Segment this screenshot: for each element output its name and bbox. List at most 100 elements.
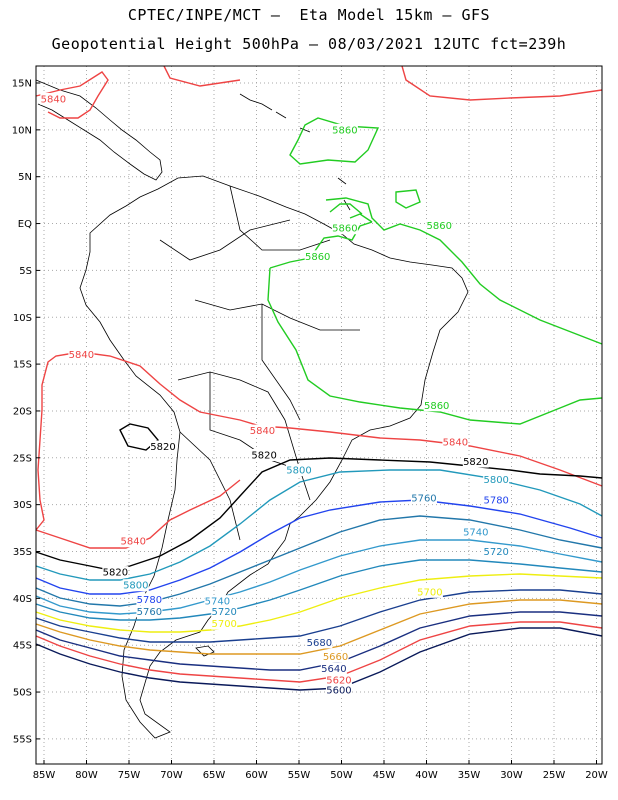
latitude-tick-label: 15S bbox=[13, 360, 32, 371]
contour-label-background bbox=[423, 399, 450, 412]
contour-5600 bbox=[35, 627, 603, 691]
latitude-tick-label: 5S bbox=[19, 266, 32, 277]
contour-label: 5860 bbox=[332, 224, 357, 235]
contour-label-background bbox=[122, 579, 149, 592]
contour-label: 5680 bbox=[307, 638, 332, 649]
contour-label: 5860 bbox=[427, 221, 452, 232]
longitude-tick-label: 70W bbox=[160, 770, 183, 781]
longitude-tick-label: 40W bbox=[415, 770, 438, 781]
caribbean-islands bbox=[239, 93, 351, 211]
contour-label: 5700 bbox=[211, 619, 236, 630]
longitude-tick-label: 55W bbox=[288, 770, 311, 781]
latitude-tick-label: 55S bbox=[13, 734, 32, 745]
contour-label: 5840 bbox=[121, 537, 146, 548]
central-america-coastline bbox=[35, 79, 163, 181]
contour-label-background bbox=[102, 566, 129, 579]
contour-label: 5740 bbox=[205, 597, 230, 608]
longitude-tick-label: 45W bbox=[373, 770, 396, 781]
longitude-tick-label: 30W bbox=[500, 770, 523, 781]
contour-label-background bbox=[136, 605, 163, 618]
longitude-tick-label: 60W bbox=[245, 770, 268, 781]
longitude-tick-label: 20W bbox=[585, 770, 608, 781]
latitude-tick-label: 10S bbox=[13, 313, 32, 324]
contour-label: 5800 bbox=[286, 465, 311, 476]
contour-label: 5860 bbox=[424, 401, 449, 412]
contour-label-background bbox=[120, 535, 147, 548]
contour-label-background bbox=[462, 455, 489, 468]
latitude-tick-label: 25S bbox=[13, 453, 32, 464]
contour-label-background bbox=[320, 662, 347, 675]
contour-label: 5620 bbox=[326, 675, 351, 686]
map-subtitle: Geopotential Height 500hPa — 08/03/2021 … bbox=[51, 35, 567, 53]
map-background bbox=[36, 66, 602, 764]
contour-5660 bbox=[35, 599, 603, 655]
contour-label: 5860 bbox=[332, 125, 357, 136]
contour-label: 5800 bbox=[123, 581, 148, 592]
contour-label-background bbox=[249, 424, 276, 437]
contour-label: 5780 bbox=[137, 595, 162, 606]
contour-label-background bbox=[426, 219, 453, 232]
contour-5840-north bbox=[35, 65, 603, 119]
contour-label: 5760 bbox=[411, 494, 436, 505]
contour-label: 5840 bbox=[443, 437, 468, 448]
contour-label-background bbox=[331, 222, 358, 235]
contour-5740 bbox=[35, 539, 603, 615]
contour-label-background bbox=[211, 605, 238, 618]
contour-label: 5760 bbox=[137, 607, 162, 618]
contour-label-background bbox=[286, 463, 312, 476]
contour-label: 5720 bbox=[483, 547, 508, 558]
contour-label: 5840 bbox=[41, 94, 66, 105]
longitude-tick-label: 75W bbox=[118, 770, 141, 781]
contour-5860-brazil bbox=[267, 197, 603, 425]
contour-label: 5740 bbox=[463, 527, 488, 538]
contour-5720 bbox=[35, 559, 603, 621]
latitude-tick-label: 45S bbox=[13, 641, 32, 652]
longitude-tick-label: 80W bbox=[75, 770, 98, 781]
contour-label: 5700 bbox=[417, 587, 442, 598]
contour-5760 bbox=[35, 515, 603, 607]
contour-label: 5640 bbox=[321, 664, 346, 675]
contour-label-background bbox=[136, 593, 163, 606]
longitude-tick-label: 85W bbox=[33, 770, 56, 781]
contour-label-background bbox=[416, 585, 443, 598]
contour-label-background bbox=[322, 650, 349, 663]
contour-label: 5820 bbox=[103, 568, 128, 579]
contour-5860-caribbean bbox=[289, 117, 380, 165]
contour-label: 5840 bbox=[69, 350, 94, 361]
latitude-tick-label: 10N bbox=[12, 125, 32, 136]
contour-label-background bbox=[462, 525, 489, 538]
latitude-tick-label: 15N bbox=[12, 79, 32, 90]
longitude-tick-label: 65W bbox=[203, 770, 226, 781]
contour-label-background bbox=[306, 636, 333, 649]
contour-label: 5660 bbox=[323, 652, 348, 663]
contour-label: 5800 bbox=[483, 475, 508, 486]
contour-label: 5600 bbox=[326, 686, 351, 697]
contour-5620 bbox=[35, 621, 603, 683]
contour-label-background bbox=[304, 250, 331, 263]
latitude-tick-label: 30S bbox=[13, 500, 32, 511]
contour-label-background bbox=[68, 348, 95, 361]
contour-label-background bbox=[442, 435, 469, 448]
contour-5840-south bbox=[35, 351, 603, 549]
latitude-tick-label: 20S bbox=[13, 406, 32, 417]
contour-label-background bbox=[150, 440, 176, 453]
longitude-tick-label: 25W bbox=[543, 770, 566, 781]
south-america-coastline bbox=[79, 175, 469, 739]
contour-label-background bbox=[410, 492, 437, 505]
contour-label-background bbox=[483, 473, 510, 486]
contour-label: 5860 bbox=[305, 252, 330, 263]
contour-label-background bbox=[483, 493, 510, 506]
contour-label-background bbox=[331, 123, 358, 136]
contour-label: 5720 bbox=[211, 607, 236, 618]
contour-label-background bbox=[40, 92, 67, 105]
longitude-tick-label: 50W bbox=[330, 770, 353, 781]
contour-5860-guiana bbox=[395, 189, 421, 209]
contour-label-background bbox=[483, 545, 510, 558]
latitude-tick-label: EQ bbox=[18, 219, 32, 230]
contour-lines bbox=[35, 65, 603, 691]
map-frame bbox=[35, 65, 603, 765]
contour-5780 bbox=[35, 499, 603, 595]
contour-5640 bbox=[35, 611, 603, 671]
contour-label-background bbox=[251, 448, 278, 461]
